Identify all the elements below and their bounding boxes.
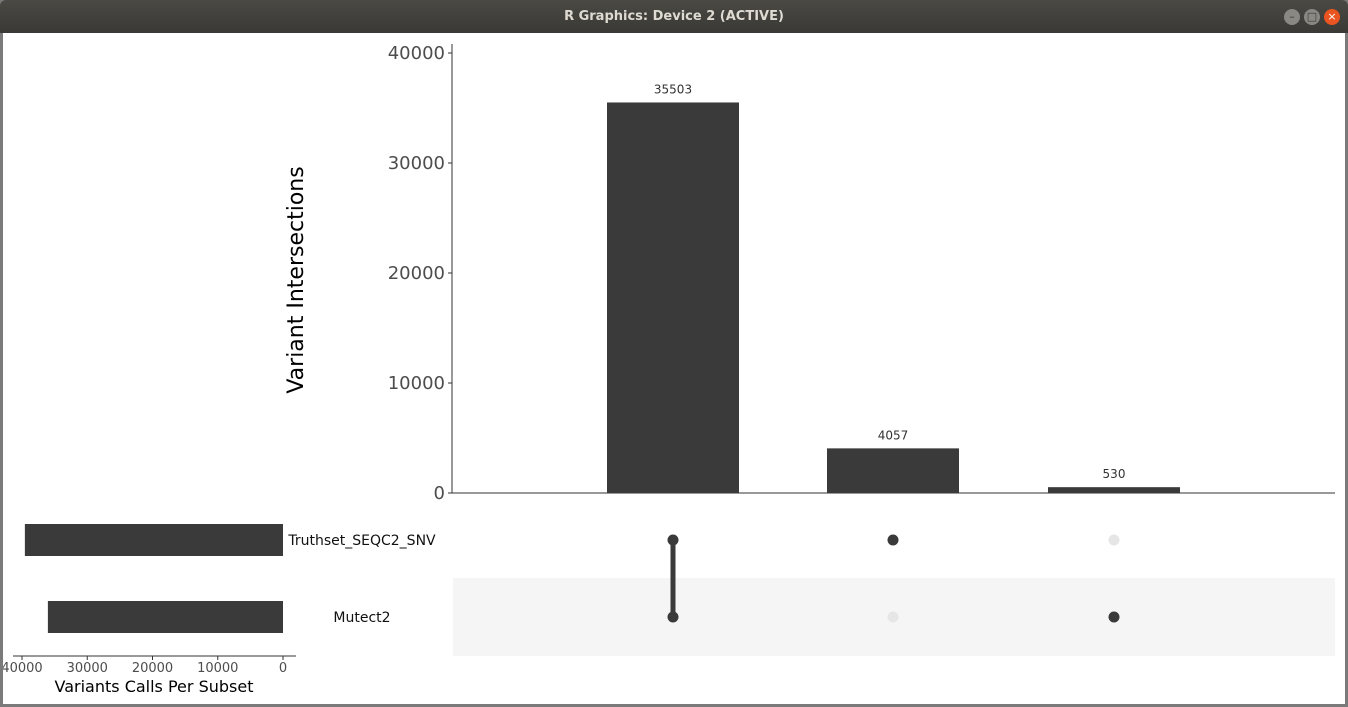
- y-tick-label: 10000: [388, 373, 445, 394]
- active-dot: [667, 534, 679, 546]
- intersection-bar: [827, 448, 959, 493]
- y-tick-label: 20000: [388, 263, 445, 284]
- bar-value-label: 35503: [654, 82, 692, 96]
- active-dot: [667, 611, 679, 623]
- intersection-bar: [607, 102, 739, 493]
- bar-value-label: 530: [1103, 467, 1126, 481]
- set-size-tick-label: 10000: [197, 661, 238, 676]
- set-size-tick-label: 40000: [3, 661, 43, 676]
- y-tick-label: 0: [434, 483, 445, 504]
- set-size-axis-title: Variants Calls Per Subset: [55, 677, 254, 696]
- set-name-label: Truthset_SEQC2_SNV: [287, 533, 436, 549]
- set-size-bar: [47, 601, 283, 633]
- inactive-dot: [1108, 534, 1120, 546]
- set-size-bar: [24, 524, 283, 556]
- active-dot: [887, 534, 899, 546]
- maximize-button[interactable]: □: [1304, 9, 1320, 25]
- set-size-tick-label: 20000: [132, 661, 173, 676]
- set-size-tick-label: 0: [279, 661, 287, 676]
- bar-value-label: 4057: [878, 428, 909, 442]
- window-title: R Graphics: Device 2 (ACTIVE): [564, 9, 784, 24]
- set-name-label: Mutect2: [333, 610, 390, 626]
- y-tick-label: 30000: [388, 153, 445, 174]
- set-size-tick-label: 30000: [67, 661, 108, 676]
- intersection-bar: [1048, 487, 1180, 493]
- plot-canvas: 0 10000 20000 30000 40000 Variant Intersectio…: [3, 33, 1345, 704]
- y-axis-title: Variant Intersections: [284, 166, 309, 393]
- inactive-dot: [887, 611, 899, 623]
- active-dot: [1108, 611, 1120, 623]
- minimize-button[interactable]: –: [1284, 9, 1300, 25]
- window-titlebar: R Graphics: Device 2 (ACTIVE) – □ ×: [0, 0, 1348, 33]
- close-button[interactable]: ×: [1324, 9, 1340, 25]
- upset-plot: 0 10000 20000 30000 40000 Variant Intersectio…: [3, 43, 1335, 696]
- y-tick-label: 40000: [388, 43, 445, 64]
